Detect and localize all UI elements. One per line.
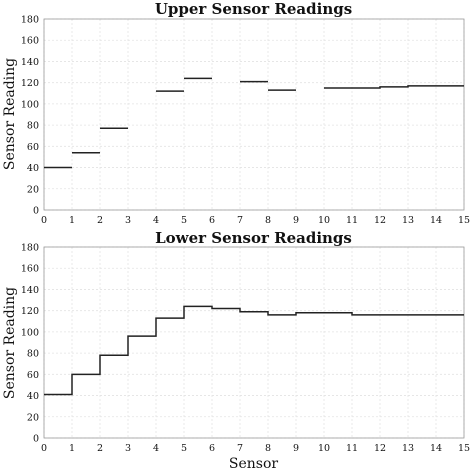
lower-y-tick-label: 0	[33, 434, 39, 445]
lower-x-tick-label: 4	[153, 443, 159, 454]
upper-chart-ylabel: Sensor Reading	[2, 58, 18, 170]
lower-y-tick-label: 40	[27, 391, 39, 402]
upper-x-tick-label: 7	[237, 215, 243, 226]
lower-chart: Lower Sensor Readings Sensor Reading Sen…	[2, 229, 470, 472]
upper-x-tick-label: 4	[153, 215, 159, 226]
upper-x-tick-label: 2	[97, 215, 103, 226]
lower-y-tick-label: 60	[27, 370, 39, 381]
lower-y-tick-label: 100	[21, 327, 39, 338]
upper-x-tick-label: 15	[458, 215, 470, 226]
upper-plot-frame	[43, 18, 465, 211]
upper-y-tick-label: 40	[27, 163, 39, 174]
upper-x-tick-label: 3	[125, 215, 131, 226]
lower-x-tick-label: 2	[97, 443, 103, 454]
lower-chart-xlabel: Sensor	[229, 456, 279, 472]
lower-x-tick-label: 9	[293, 443, 299, 454]
upper-x-tick-label: 13	[402, 215, 414, 226]
upper-x-tick-label: 12	[374, 215, 386, 226]
lower-x-tick-label: 8	[265, 443, 271, 454]
upper-x-tick-label: 0	[41, 215, 47, 226]
upper-y-tick-label: 180	[21, 15, 39, 26]
upper-y-tick-label: 160	[21, 36, 39, 47]
lower-x-tick-label: 10	[318, 443, 330, 454]
upper-y-tick-label: 120	[21, 78, 39, 89]
lower-plot-frame	[43, 246, 465, 439]
lower-y-tick-label: 80	[27, 349, 39, 360]
lower-y-tick-label: 180	[21, 243, 39, 254]
upper-y-tick-label: 80	[27, 121, 39, 132]
upper-x-tick-label: 5	[181, 215, 187, 226]
lower-chart-title: Lower Sensor Readings	[155, 229, 352, 247]
lower-y-tick-label: 160	[21, 264, 39, 275]
upper-x-tick-label: 14	[430, 215, 442, 226]
lower-chart-ylabel: Sensor Reading	[2, 287, 18, 399]
lower-x-tick-label: 13	[402, 443, 414, 454]
upper-x-tick-label: 6	[209, 215, 215, 226]
lower-x-tick-label: 3	[125, 443, 131, 454]
upper-y-tick-label: 20	[27, 184, 39, 195]
lower-x-tick-label: 11	[346, 443, 358, 454]
lower-x-tick-label: 6	[209, 443, 215, 454]
upper-x-tick-label: 8	[265, 215, 271, 226]
upper-x-tick-label: 9	[293, 215, 299, 226]
upper-x-tick-label: 11	[346, 215, 358, 226]
lower-x-tick-label: 14	[430, 443, 442, 454]
lower-y-tick-label: 140	[21, 285, 39, 296]
lower-x-tick-label: 15	[458, 443, 470, 454]
upper-y-tick-label: 0	[33, 206, 39, 217]
lower-x-tick-label: 0	[41, 443, 47, 454]
upper-x-tick-label: 10	[318, 215, 330, 226]
upper-y-tick-label: 60	[27, 142, 39, 153]
lower-y-tick-label: 20	[27, 412, 39, 423]
upper-x-tick-label: 1	[69, 215, 75, 226]
upper-series-segment-7	[324, 85, 464, 89]
lower-series-segment-0	[44, 305, 464, 396]
lower-x-tick-label: 7	[237, 443, 243, 454]
lower-x-tick-label: 1	[69, 443, 75, 454]
upper-chart-title: Upper Sensor Readings	[155, 0, 352, 18]
lower-y-tick-label: 120	[21, 306, 39, 317]
lower-x-tick-label: 12	[374, 443, 386, 454]
upper-y-tick-label: 140	[21, 57, 39, 68]
upper-y-tick-label: 100	[21, 99, 39, 110]
lower-x-tick-label: 5	[181, 443, 187, 454]
